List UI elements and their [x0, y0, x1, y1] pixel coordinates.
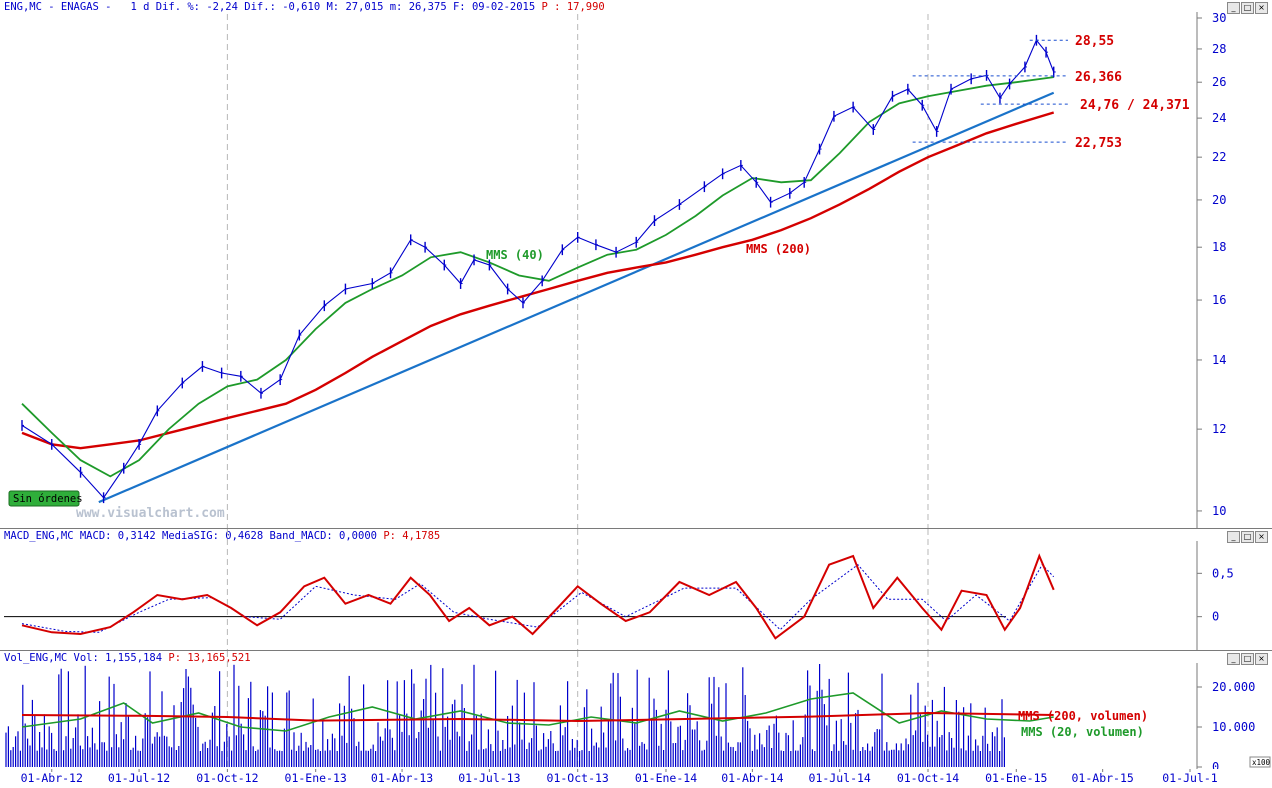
date-axis-label: 01-Oct-13	[547, 771, 609, 785]
date-axis-label: 01-Abr-12	[21, 771, 83, 785]
maximize-button[interactable]: □	[1241, 653, 1254, 665]
maximize-button[interactable]: □	[1241, 2, 1254, 14]
price-y-tick-label: 10	[1212, 504, 1226, 518]
date-label: F:	[452, 1, 466, 13]
macd-panel[interactable]: MACD_ENG,MC MACD: 0,3142 MediaSIG: 0,462…	[0, 529, 1272, 650]
dif-pct-label: Dif. %:	[155, 1, 201, 13]
volume-p-value: 13,165,521	[187, 652, 251, 664]
date-axis-label: 01-Oct-12	[196, 771, 258, 785]
watermark: www.visualchart.com	[76, 506, 225, 521]
min-value: 26,375	[408, 1, 447, 13]
volume-y-tick-label: 0	[1212, 760, 1219, 769]
name-label: ENAGAS	[60, 1, 99, 13]
date-axis-label: 01-Abr-13	[371, 771, 433, 785]
volume-mms-200-legend: MMS (200, volumen)	[1018, 709, 1148, 723]
price-y-tick-label: 18	[1212, 240, 1226, 254]
volume-p-label: P:	[168, 652, 182, 664]
volume-chart[interactable]: 20.000 10.000 0 MMS (200, volumen) MMS (20, …	[0, 651, 1272, 769]
close-button[interactable]: ×	[1255, 531, 1268, 543]
mms-200-line	[21, 111, 1055, 450]
p-label: P :	[541, 1, 561, 13]
date-axis-label: 01-Jul-12	[108, 771, 170, 785]
price-header: ENG,MC - ENAGAS - 1 d Dif. %: -2,24 Dif.…	[4, 1, 605, 13]
mms-40-annotation: MMS (40)	[486, 248, 544, 262]
maximize-button[interactable]: □	[1241, 531, 1254, 543]
date-axis-label: 01-Ene-14	[635, 771, 697, 785]
date-axis-label: 01-Jul-14	[809, 771, 871, 785]
volume-mms-20-line	[21, 692, 1054, 732]
macd-window-buttons: _ □ ×	[1227, 531, 1268, 543]
price-y-tick-label: 22	[1212, 150, 1226, 164]
price-y-tick-label: 20	[1212, 193, 1226, 207]
level-label: 26,366	[1075, 70, 1122, 85]
macd-y-tick-label: 0	[1212, 610, 1219, 624]
symbol-label: ENG,MC	[4, 1, 42, 13]
price-y-tick-label: 28	[1212, 42, 1226, 56]
panel-divider[interactable]	[0, 650, 1272, 651]
date-axis-label: 01-Oct-14	[897, 771, 959, 785]
macd-chart[interactable]: 0,50	[0, 529, 1272, 650]
minimize-button[interactable]: _	[1227, 531, 1240, 543]
price-y-tick-label: 12	[1212, 422, 1226, 436]
volume-window-buttons: _ □ ×	[1227, 653, 1268, 665]
trendline	[98, 91, 1055, 504]
volume-header: Vol_ENG,MC Vol: 1,155,184 P: 13,165,521	[4, 652, 251, 664]
volume-header-text: Vol_ENG,MC Vol: 1,155,184	[4, 652, 163, 664]
volume-y-tick-label: 10.000	[1212, 720, 1255, 734]
date-axis-label: 01-Ene-15	[985, 771, 1047, 785]
minimize-button[interactable]: _	[1227, 2, 1240, 14]
price-window-buttons: _ □ ×	[1227, 2, 1268, 14]
order-badge: Sin órdenes	[13, 493, 83, 505]
price-y-tick-label: 30	[1212, 11, 1226, 25]
order-badge-box	[8, 490, 80, 507]
volume-unit-badge: x100	[1252, 758, 1271, 767]
price-y-tick-label: 24	[1212, 111, 1226, 125]
mms-40-line	[21, 76, 1054, 478]
date-axis-label: 01-Abr-14	[721, 771, 783, 785]
dif-pct-value: -2,24	[206, 1, 238, 13]
macd-p-value: 4,1785	[402, 530, 441, 542]
date-axis-label: 01-Jul-13	[458, 771, 520, 785]
volume-unit-box	[1249, 756, 1271, 768]
close-button[interactable]: ×	[1255, 2, 1268, 14]
level-label: 22,753	[1075, 136, 1122, 151]
min-label: m:	[389, 1, 403, 13]
p-value: 17,990	[566, 1, 605, 13]
price-y-tick-label: 14	[1212, 353, 1226, 367]
volume-panel[interactable]: Vol_ENG,MC Vol: 1,155,184 P: 13,165,521 …	[0, 651, 1272, 769]
macd-header: MACD_ENG,MC MACD: 0,3142 MediaSIG: 0,462…	[4, 530, 440, 542]
period-label: 1 d	[130, 1, 150, 13]
max-label: M:	[326, 1, 340, 13]
dif-label: Dif.:	[244, 1, 276, 13]
mms-200-annotation: MMS (200)	[746, 242, 811, 256]
volume-mms-200-line	[21, 711, 1054, 723]
volume-y-tick-label: 20.000	[1212, 680, 1255, 694]
date-value: 09-02-2015	[471, 1, 536, 13]
date-axis: 01-Abr-12 01-Jul-12 01-Oct-12 01-Ene-13 01-A…	[21, 769, 1218, 785]
price-chart[interactable]: 10 12 14 16 18 20 22 24 26 28 30 28,55 26,366 24,76 /…	[0, 0, 1272, 528]
dif-value: -0,610	[282, 1, 321, 13]
macd-line	[21, 553, 1055, 640]
macd-y-tick-label: 0,5	[1212, 566, 1234, 580]
level-label: 24,76 / 24,371	[1080, 98, 1190, 113]
minimize-button[interactable]: _	[1227, 653, 1240, 665]
price-y-tick-label: 26	[1212, 75, 1226, 89]
close-button[interactable]: ×	[1255, 653, 1268, 665]
price-panel[interactable]: ENG,MC - ENAGAS - 1 d Dif. %: -2,24 Dif.…	[0, 0, 1272, 528]
macd-header-text: MACD_ENG,MC MACD: 0,3142 MediaSIG: 0,462…	[4, 530, 377, 542]
date-axis-label: 01-Jul-1	[1162, 771, 1217, 785]
volume-mms-20-legend: MMS (20, volumen)	[1021, 725, 1144, 739]
price-line	[21, 39, 1055, 499]
date-axis-label: 01-Ene-13	[285, 771, 347, 785]
date-axis-label: 01-Abr-15	[1072, 771, 1134, 785]
max-value: 27,015	[345, 1, 384, 13]
price-y-tick-label: 16	[1212, 293, 1226, 307]
level-label: 28,55	[1075, 34, 1114, 49]
macd-p-label: P:	[383, 530, 396, 542]
panel-divider[interactable]	[0, 528, 1272, 529]
